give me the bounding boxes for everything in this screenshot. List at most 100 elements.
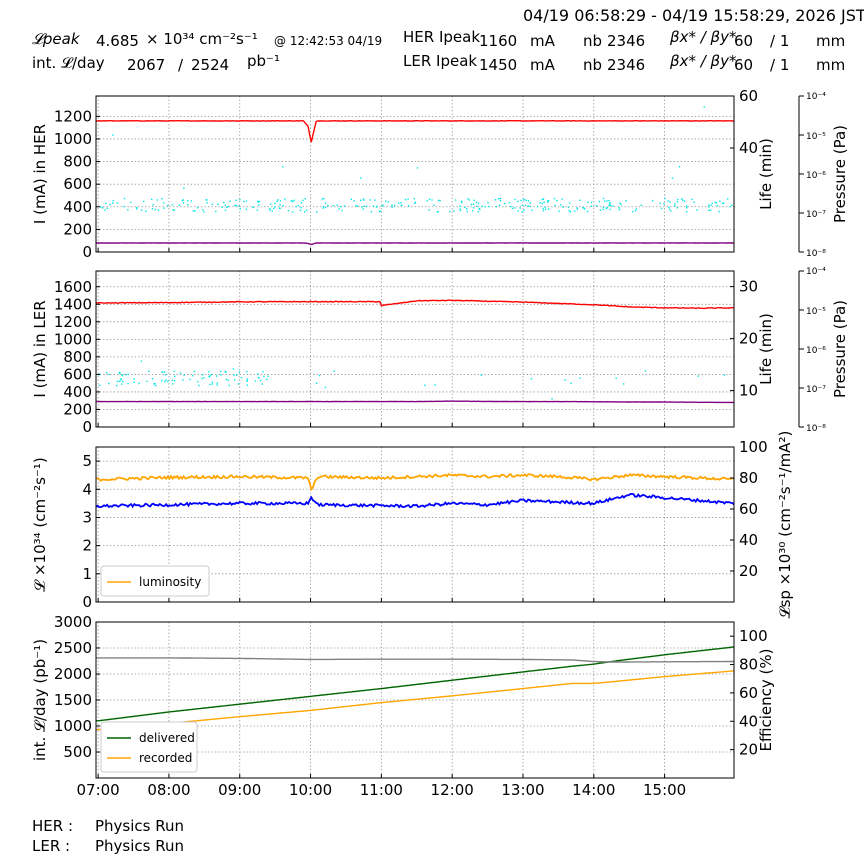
y-tick-label: 400 xyxy=(63,383,92,401)
scatter-point xyxy=(225,371,227,374)
scatter-point xyxy=(228,384,230,387)
scatter-point xyxy=(300,202,303,204)
int-lumi-label: int. 𝓛/day xyxy=(32,54,105,72)
scatter-point xyxy=(521,211,523,213)
scatter-point xyxy=(269,203,272,205)
scatter-point xyxy=(497,197,500,200)
scatter-point xyxy=(276,200,278,202)
scatter-point xyxy=(324,386,327,389)
scatter-point xyxy=(257,201,260,203)
scatter-point xyxy=(279,207,281,210)
scatter-point xyxy=(257,373,259,375)
scatter-point xyxy=(173,209,176,212)
y2-tick-label: 80 xyxy=(739,469,758,487)
scatter-point xyxy=(127,373,129,375)
scatter-point xyxy=(256,209,259,211)
scatter-point xyxy=(693,201,695,203)
scatter-point xyxy=(246,378,249,380)
scatter-point xyxy=(527,205,529,207)
scatter-point xyxy=(529,202,531,204)
scatter-point xyxy=(476,205,478,208)
scatter-point xyxy=(279,200,282,202)
ler-beta-y: / 1 xyxy=(770,56,790,74)
pressure-tick-label: 10⁻⁸ xyxy=(806,249,826,259)
scatter-point xyxy=(715,202,718,204)
scatter-point xyxy=(246,384,248,386)
peak-lumi-value: 4.685 xyxy=(96,32,139,50)
scatter-point xyxy=(439,199,441,202)
scatter-point xyxy=(121,380,124,383)
scatter-point xyxy=(224,209,227,212)
axes-frame xyxy=(95,446,735,603)
pressure-tick-label: 10⁻⁷ xyxy=(806,210,826,220)
scatter-point xyxy=(269,207,271,210)
scatter-point xyxy=(370,210,373,213)
scatter-point xyxy=(203,211,205,213)
scatter-point xyxy=(187,203,189,206)
scatter-point xyxy=(356,205,359,207)
scatter-point xyxy=(179,372,182,374)
scatter-point xyxy=(105,202,107,205)
scatter-point xyxy=(481,205,483,207)
scatter-point xyxy=(223,201,225,204)
scatter-point xyxy=(362,199,365,201)
scatter-point xyxy=(459,209,462,212)
scatter-point xyxy=(731,204,733,207)
scatter-point xyxy=(464,206,466,209)
scatter-point xyxy=(295,206,297,208)
scatter-point xyxy=(599,209,602,211)
pressure-tick-label: 10⁻⁶ xyxy=(806,171,826,181)
y-tick-label: 3000 xyxy=(54,613,92,631)
scatter-point xyxy=(513,207,516,209)
scatter-point xyxy=(437,199,440,202)
scatter-point xyxy=(523,209,525,211)
scatter-point xyxy=(305,209,308,212)
scatter-point xyxy=(258,200,260,203)
ler-beta-label: βx* / βy* xyxy=(670,52,737,70)
scatter-point xyxy=(586,210,589,213)
scatter-point xyxy=(668,206,670,208)
scatter-point xyxy=(238,371,241,373)
scatter-point xyxy=(615,377,617,379)
ler-beta-unit: mm xyxy=(816,56,846,74)
scatter-point xyxy=(517,210,519,212)
scatter-point xyxy=(612,205,614,207)
scatter-group xyxy=(99,106,733,213)
scatter-point xyxy=(234,204,236,207)
scatter-point xyxy=(133,381,135,384)
scatter-point xyxy=(670,210,672,212)
scatter-point xyxy=(252,206,254,209)
y-tick-label: 2 xyxy=(82,537,92,555)
scatter-point xyxy=(263,375,265,378)
scatter-point xyxy=(475,201,478,204)
scatter-point xyxy=(635,208,638,210)
scatter-point xyxy=(157,209,160,211)
scatter-point xyxy=(163,207,165,209)
scatter-point xyxy=(467,198,469,200)
scatter-point xyxy=(271,210,273,212)
scatter-point xyxy=(229,200,231,203)
y-tick-label: 600 xyxy=(63,175,92,193)
footer-ler-status: Physics Run xyxy=(95,837,185,855)
scatter-point xyxy=(171,203,174,206)
legend-label-luminosity: luminosity xyxy=(139,575,201,589)
scatter-point xyxy=(703,106,705,108)
x-tick-label: 09:00 xyxy=(218,781,261,799)
scatter-point xyxy=(192,374,194,377)
footer-ler-label: LER : xyxy=(32,837,71,855)
scatter-point xyxy=(527,200,530,202)
series-line-series-1 xyxy=(96,400,735,404)
scatter-point xyxy=(121,374,123,377)
scatter-point xyxy=(167,204,169,207)
peak-lumi-unit: × 10³⁴ cm⁻²s⁻¹ xyxy=(146,30,258,48)
scatter-point xyxy=(385,200,387,202)
scatter-point xyxy=(121,383,123,385)
scatter-point xyxy=(118,371,121,374)
scatter-point xyxy=(123,197,126,200)
y2-tick-label: 40 xyxy=(739,712,758,730)
scatter-point xyxy=(259,379,262,382)
x-tick-label: 15:00 xyxy=(643,781,686,799)
scatter-point xyxy=(130,201,132,204)
scatter-point xyxy=(278,207,281,209)
scatter-point xyxy=(360,177,362,179)
